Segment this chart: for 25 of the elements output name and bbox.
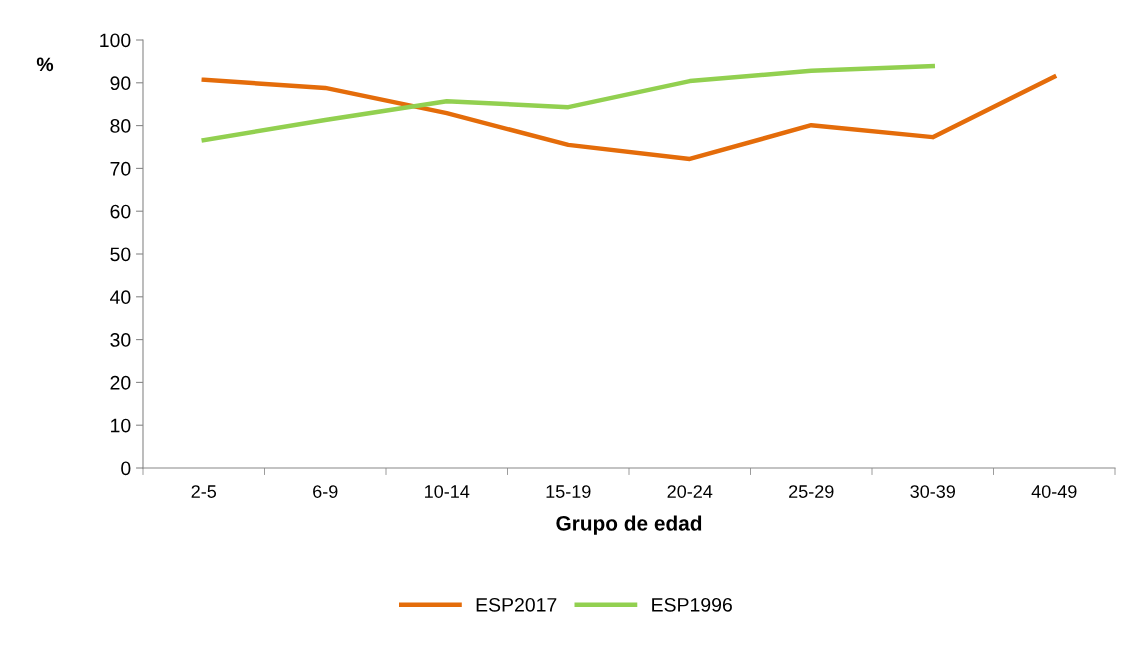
x-axis-title: Grupo de edad — [556, 515, 702, 535]
x-tick-label: 30-39 — [910, 485, 955, 498]
x-tick-label: 25-29 — [789, 485, 834, 498]
y-tick-label: 60 — [110, 204, 131, 219]
y-axis-title: % — [36, 57, 54, 72]
y-tick-label: 0 — [121, 461, 131, 476]
y-tick-label: 20 — [110, 375, 131, 390]
legend-label: ESP2017 — [476, 597, 557, 612]
y-tick-label: 70 — [110, 161, 131, 176]
y-tick-label: 80 — [110, 119, 131, 133]
x-tick-label: 10-14 — [425, 485, 470, 498]
legend-label: ESP1996 — [652, 597, 732, 612]
line-series — [201, 63, 935, 143]
x-tick-label: 15-19 — [546, 485, 591, 498]
x-tick-label: 6-9 — [313, 485, 338, 498]
line-series — [201, 74, 1057, 162]
x-tick-label: 20-24 — [667, 485, 713, 498]
x-tick-label: 2-5 — [191, 485, 217, 498]
y-tick-label: 30 — [110, 333, 131, 347]
y-tick-label: 40 — [110, 290, 131, 305]
y-tick-label: 100 — [100, 33, 131, 48]
x-tick-label: 40-49 — [1031, 485, 1077, 498]
y-tick-label: 50 — [110, 247, 131, 262]
y-tick-label: 90 — [110, 76, 131, 91]
y-tick-label: 10 — [111, 418, 131, 433]
